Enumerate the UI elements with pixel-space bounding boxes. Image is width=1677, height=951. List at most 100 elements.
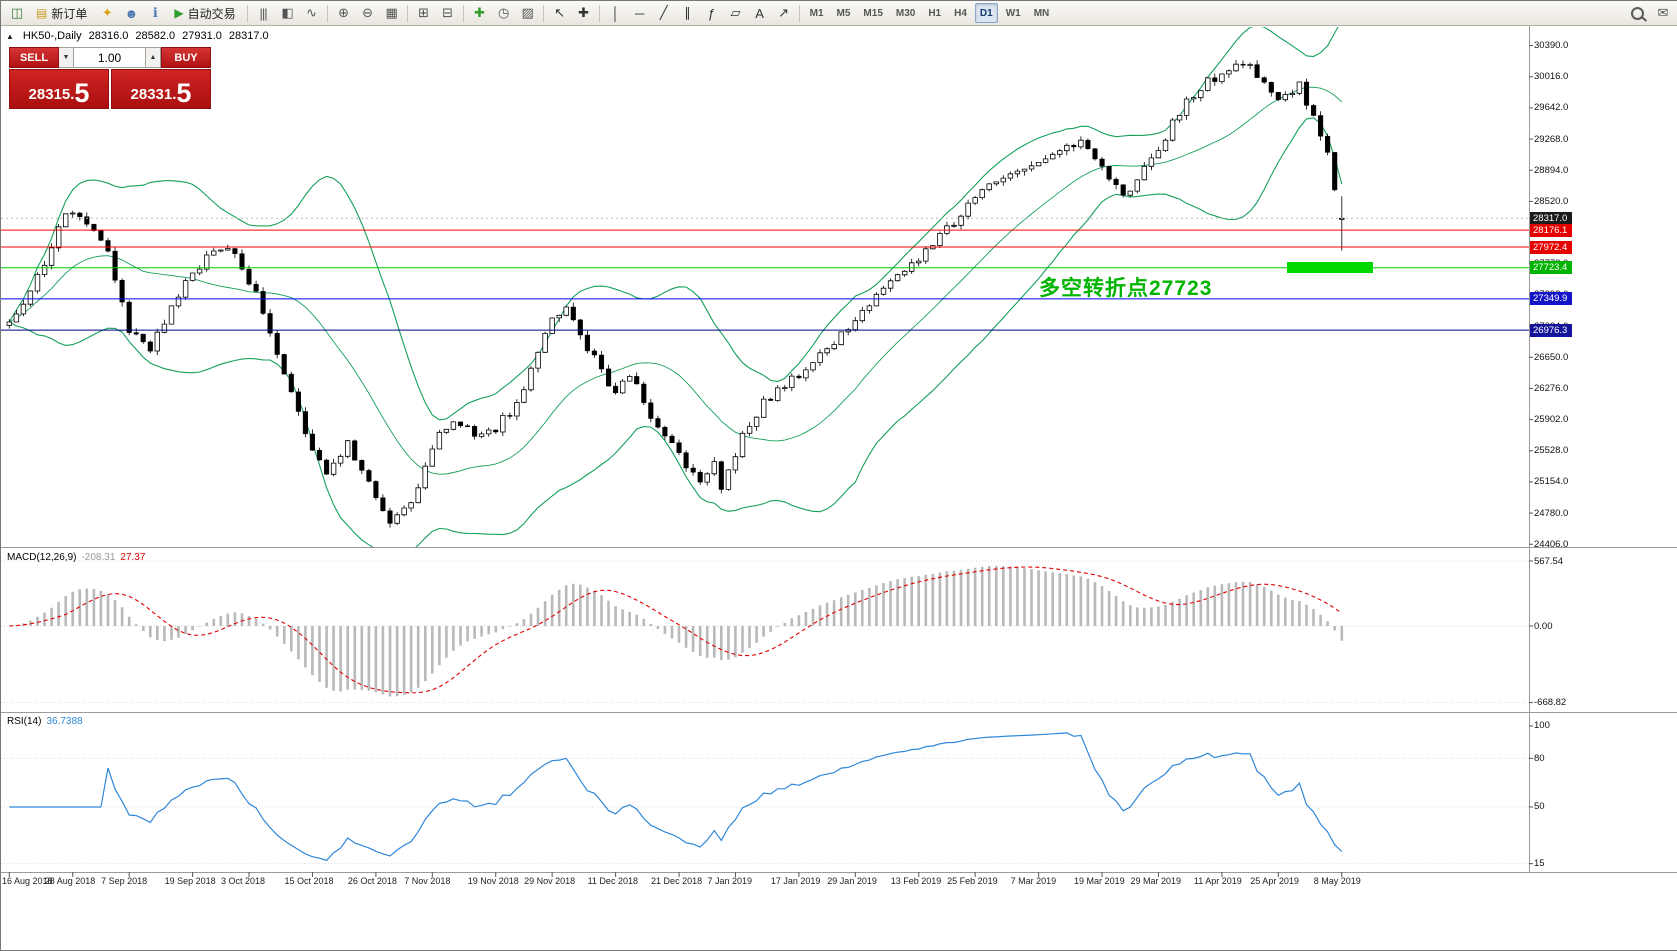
trendline-icon[interactable]: ╱ bbox=[659, 5, 668, 20]
date-label: 13 Feb 2019 bbox=[890, 876, 942, 886]
arrows-icon[interactable]: ↗ bbox=[778, 5, 789, 20]
volume-spin-up[interactable]: ▲ bbox=[145, 48, 160, 67]
date-label: 28 Aug 2018 bbox=[44, 876, 96, 886]
messages-icon[interactable]: ✉ bbox=[1657, 5, 1669, 20]
macd-signal-line bbox=[9, 566, 1343, 694]
crosshair-icon[interactable]: ✚ bbox=[578, 5, 589, 20]
collapse-trade-panel-icon[interactable]: ▲ bbox=[6, 31, 14, 41]
zoom-out-icon[interactable]: ⊖ bbox=[362, 5, 373, 20]
timeframe-m30[interactable]: M30 bbox=[895, 7, 916, 19]
support-price-box-2[interactable]: 26976.3 bbox=[1530, 323, 1572, 337]
timeframe-d1[interactable]: D1 bbox=[974, 3, 998, 23]
toolbar-separator bbox=[246, 4, 248, 22]
date-label: 17 Jan 2019 bbox=[770, 876, 821, 886]
vertical-line-icon[interactable]: │ bbox=[611, 5, 620, 21]
horizontal-line-icon[interactable]: ─ bbox=[635, 5, 644, 21]
date-label: 11 Dec 2018 bbox=[587, 876, 638, 886]
cascade-windows-icon[interactable]: ⊟ bbox=[442, 5, 453, 20]
price-axis[interactable]: 24406.0 24780.0 25154.0 25528.0 25902.0 26276… bbox=[1529, 1, 1677, 950]
grid-icon[interactable]: ▦ bbox=[385, 5, 397, 20]
bar-chart-type-icon[interactable]: ||| bbox=[259, 5, 268, 21]
toolbar-separator bbox=[406, 4, 408, 22]
date-label: 19 Sep 2018 bbox=[164, 876, 216, 886]
timeframe-m5[interactable]: M5 bbox=[836, 7, 851, 19]
channel-icon[interactable]: ∥ bbox=[684, 5, 691, 20]
date-label: 29 Nov 2018 bbox=[524, 876, 576, 886]
resistance-price-box-1[interactable]: 28176.1 bbox=[1530, 223, 1572, 237]
rsi-axis-label: 80 bbox=[1534, 752, 1545, 764]
date-label: 7 Jan 2019 bbox=[707, 876, 752, 886]
autotrading-button-label: 自动交易 bbox=[187, 6, 236, 21]
cursor-icon[interactable]: ↖ bbox=[554, 5, 565, 20]
macd-axis-label: 0.00 bbox=[1534, 620, 1553, 632]
metaeditor-icon[interactable]: ✦ bbox=[101, 5, 113, 20]
shapes-icon[interactable]: ▱ bbox=[730, 5, 741, 20]
support-price-box-1[interactable]: 27349.9 bbox=[1530, 292, 1572, 306]
toolbar-separator bbox=[598, 4, 600, 22]
candlestick-chart-type-icon[interactable]: ◧ bbox=[281, 5, 293, 20]
buy-price-main: 28331. bbox=[130, 85, 177, 103]
zoom-in-icon[interactable]: ⊕ bbox=[338, 5, 349, 20]
price-tick-label: 26650.0 bbox=[1534, 351, 1569, 363]
sell-price[interactable]: 28315. 5 bbox=[9, 69, 109, 109]
help-icon[interactable]: ℹ bbox=[152, 5, 158, 20]
date-label: 16 Aug 2018 bbox=[2, 876, 53, 886]
buy-button[interactable]: BUY bbox=[161, 47, 211, 68]
sell-button[interactable]: SELL bbox=[9, 47, 59, 68]
date-label: 7 Sep 2018 bbox=[101, 876, 148, 886]
price-tick-label: 28894.0 bbox=[1534, 164, 1569, 176]
bollinger-middle bbox=[9, 86, 1343, 475]
current-price-box[interactable]: 28317.0 bbox=[1530, 211, 1572, 225]
timeframe-w1[interactable]: W1 bbox=[1005, 7, 1021, 19]
periods-icon[interactable]: ◷ bbox=[497, 5, 509, 20]
date-label: 29 Jan 2019 bbox=[827, 876, 877, 886]
price-tick-label: 29268.0 bbox=[1534, 133, 1569, 145]
timeframe-h1[interactable]: H1 bbox=[928, 7, 942, 19]
resistance-price-box-2[interactable]: 27972.4 bbox=[1530, 240, 1572, 254]
ohlc-high: 28582.0 bbox=[135, 30, 176, 42]
macd-histogram bbox=[15, 565, 1344, 697]
volume-dropdown[interactable]: ▼ bbox=[59, 47, 74, 68]
timeframe-mn[interactable]: MN bbox=[1033, 7, 1050, 19]
price-tick-label: 26276.0 bbox=[1534, 382, 1569, 394]
rsi-axis-label: 15 bbox=[1534, 858, 1545, 870]
new-chart-icon[interactable]: ◫ bbox=[10, 5, 23, 20]
new-order-button-icon: ▤ bbox=[36, 6, 48, 20]
timeframe-m1[interactable]: M1 bbox=[809, 7, 824, 19]
rsi-axis-label: 100 bbox=[1534, 720, 1550, 732]
ohlc-low: 27931.0 bbox=[182, 30, 222, 42]
new-order-button-label: 新订单 bbox=[51, 6, 88, 21]
ohlc-close: 28317.0 bbox=[228, 30, 269, 42]
date-label: 11 Apr 2019 bbox=[1193, 876, 1242, 886]
fibonacci-icon[interactable]: ƒ bbox=[707, 5, 715, 21]
new-order-button[interactable]: ▤ 新订单 bbox=[29, 2, 94, 24]
date-label: 15 Oct 2018 bbox=[284, 876, 334, 886]
price-tick-label: 25528.0 bbox=[1534, 445, 1569, 457]
timeframe-h4[interactable]: H4 bbox=[954, 7, 967, 19]
rsi-label: RSI(14) 36.7388 bbox=[7, 716, 83, 727]
timeframe-m15[interactable]: M15 bbox=[863, 7, 883, 19]
autotrading-button[interactable]: ▶ 自动交易 bbox=[167, 2, 242, 24]
tile-windows-icon[interactable]: ⊞ bbox=[418, 5, 429, 20]
text-label-icon[interactable]: A bbox=[755, 5, 764, 21]
sell-price-big: 5 bbox=[74, 78, 90, 109]
pivot-price-box[interactable]: 27723.4 bbox=[1530, 261, 1572, 275]
volume-input[interactable] bbox=[74, 48, 145, 67]
indicators-icon[interactable]: ✚ bbox=[474, 5, 485, 20]
buy-price[interactable]: 28331. 5 bbox=[111, 69, 211, 109]
ohlc-open: 28316.0 bbox=[88, 30, 129, 42]
community-icon[interactable]: ☻ bbox=[124, 5, 139, 21]
templates-icon[interactable]: ▨ bbox=[521, 5, 533, 20]
date-label: 8 May 2019 bbox=[1313, 876, 1361, 886]
date-label: 3 Oct 2018 bbox=[221, 876, 266, 886]
pivot-highlight-bar[interactable] bbox=[1287, 262, 1373, 273]
chart-header: ▲ HK50-,Daily 28316.0 28582.0 27931.0 28… bbox=[6, 30, 269, 42]
date-axis[interactable]: 16 Aug 2018 28 Aug 2018 7 Sep 2018 19 Sep 2… bbox=[1, 872, 1529, 898]
pivot-annotation[interactable]: 多空转折点27723 bbox=[1039, 277, 1213, 300]
price-tick-label: 24780.0 bbox=[1534, 507, 1569, 519]
bear-candles bbox=[77, 63, 1338, 524]
line-chart-type-icon[interactable]: ∿ bbox=[306, 5, 317, 20]
price-tick-label: 29642.0 bbox=[1534, 102, 1569, 114]
search-icon[interactable] bbox=[1631, 6, 1644, 20]
